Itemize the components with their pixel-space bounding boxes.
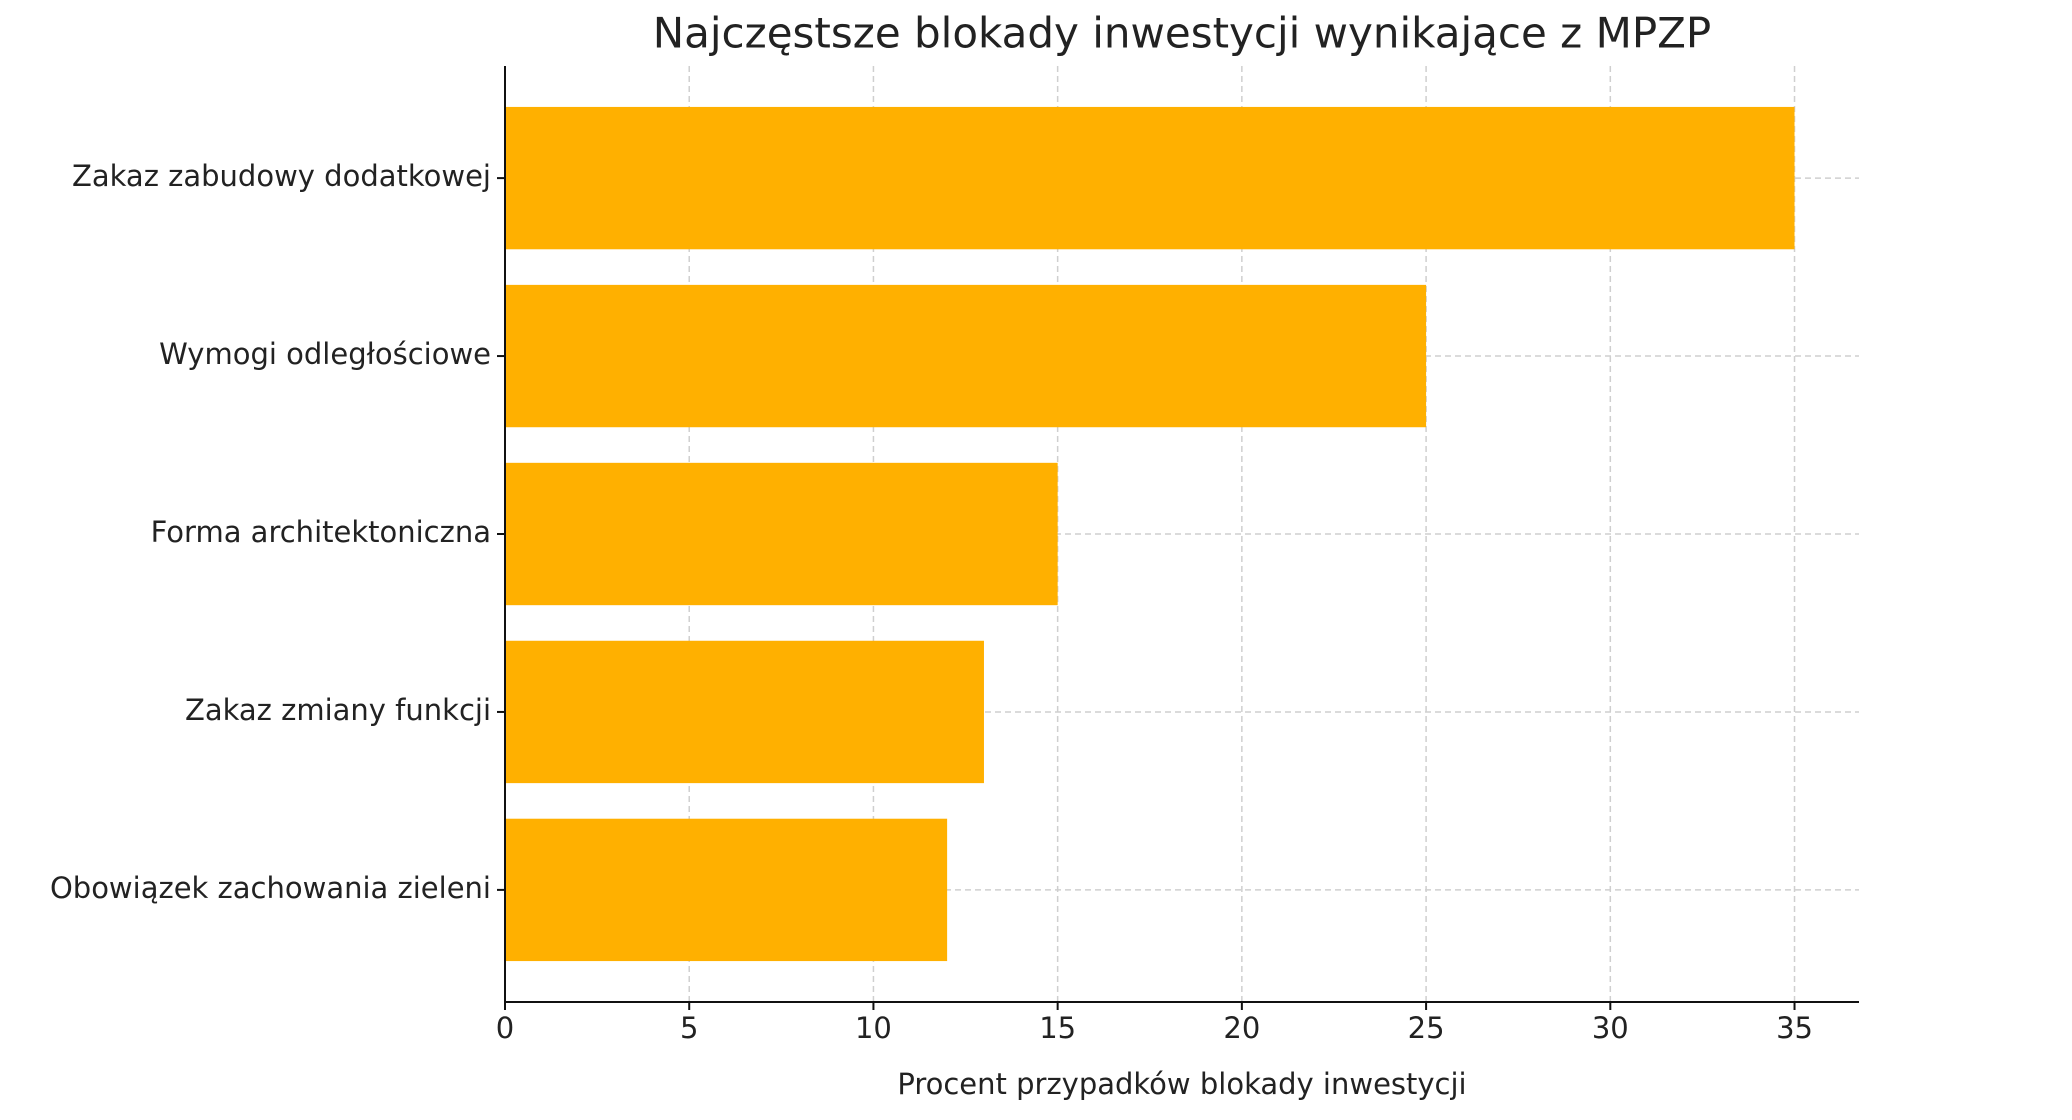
y-tick-label: Obowiązek zachowania zieleni xyxy=(50,871,491,905)
x-tick-label: 20 xyxy=(1223,1011,1260,1045)
x-tick-label: 15 xyxy=(1039,1011,1076,1045)
x-tick-label: 30 xyxy=(1592,1011,1629,1045)
bar xyxy=(505,284,1427,428)
y-tick-label: Zakaz zmiany funkcji xyxy=(185,693,491,727)
y-tick-label: Zakaz zabudowy dodatkowej xyxy=(72,159,491,193)
y-tick-label: Forma architektoniczna xyxy=(151,515,491,549)
bar xyxy=(505,106,1795,250)
x-tick-label: 5 xyxy=(680,1011,698,1045)
x-tick-label: 35 xyxy=(1776,1011,1813,1045)
bar xyxy=(505,462,1058,606)
x-tick-label: 10 xyxy=(855,1011,892,1045)
bar xyxy=(505,818,948,962)
bar xyxy=(505,640,984,784)
x-tick-label: 0 xyxy=(496,1011,514,1045)
y-tick-label: Wymogi odległościowe xyxy=(159,337,491,371)
x-tick-label: 25 xyxy=(1408,1011,1445,1045)
chart-title: Najczęstsze blokady inwestycji wynikając… xyxy=(653,9,1712,58)
x-axis-label: Procent przypadków blokady inwestycji xyxy=(897,1067,1466,1101)
